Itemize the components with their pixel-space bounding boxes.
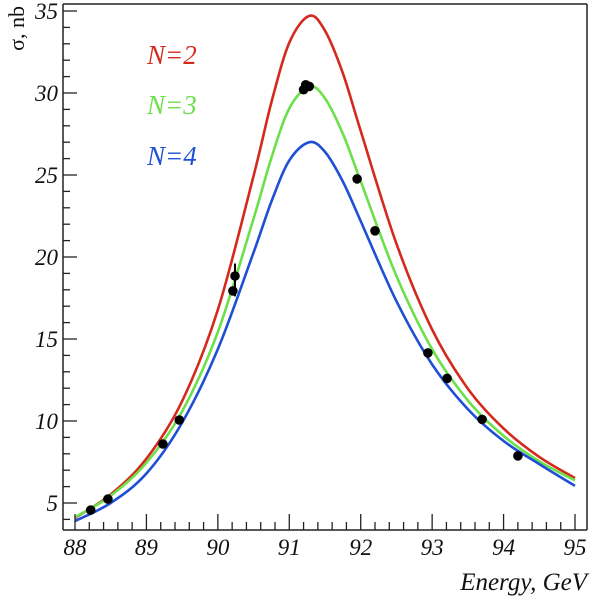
legend: N=2 N=3 N=4 (146, 40, 197, 171)
legend-entry: N=3 (146, 90, 197, 120)
x-tick-label: 91 (278, 535, 301, 560)
data-point (513, 451, 523, 461)
x-tick-label: 95 (564, 535, 587, 560)
y-tick-label: 15 (35, 327, 58, 352)
x-tick-label: 93 (421, 535, 444, 560)
data-point (174, 415, 185, 425)
y-tick-label: 30 (34, 81, 59, 106)
x-tick-label: 90 (206, 535, 230, 560)
axis-ticks: 88 89 90 91 92 93 94 95 5 10 15 20 25 30 35 (34, 0, 587, 560)
curve-n-2 (74, 14, 576, 520)
legend-entry: N=4 (146, 141, 197, 171)
x-tick-label: 92 (349, 535, 372, 560)
data-point (370, 226, 380, 236)
data-point (158, 439, 168, 449)
y-tick-label: 35 (34, 0, 58, 24)
data-point (228, 286, 238, 296)
y-tick-label: 10 (35, 409, 59, 434)
curve-n-3 (74, 84, 576, 519)
data-point (85, 505, 96, 515)
y-tick-label: 25 (35, 163, 58, 188)
y-tick-label: 20 (35, 245, 59, 270)
y-axis-label: σ, nb (4, 6, 29, 51)
data-point (352, 174, 362, 184)
x-tick-label: 89 (135, 535, 159, 560)
data-point (423, 348, 433, 358)
x-tick-label: 88 (64, 535, 88, 560)
data-point (304, 81, 315, 92)
plot-frame (62, 3, 588, 531)
y-tick-label: 5 (47, 491, 59, 516)
x-tick-label: 94 (492, 535, 515, 560)
data-point (103, 494, 113, 504)
data-point (442, 373, 452, 384)
x-axis-label: Energy, GeV (459, 569, 590, 596)
legend-entry: N=2 (146, 40, 197, 70)
data-point (477, 414, 487, 425)
data-points-layer (85, 80, 523, 515)
